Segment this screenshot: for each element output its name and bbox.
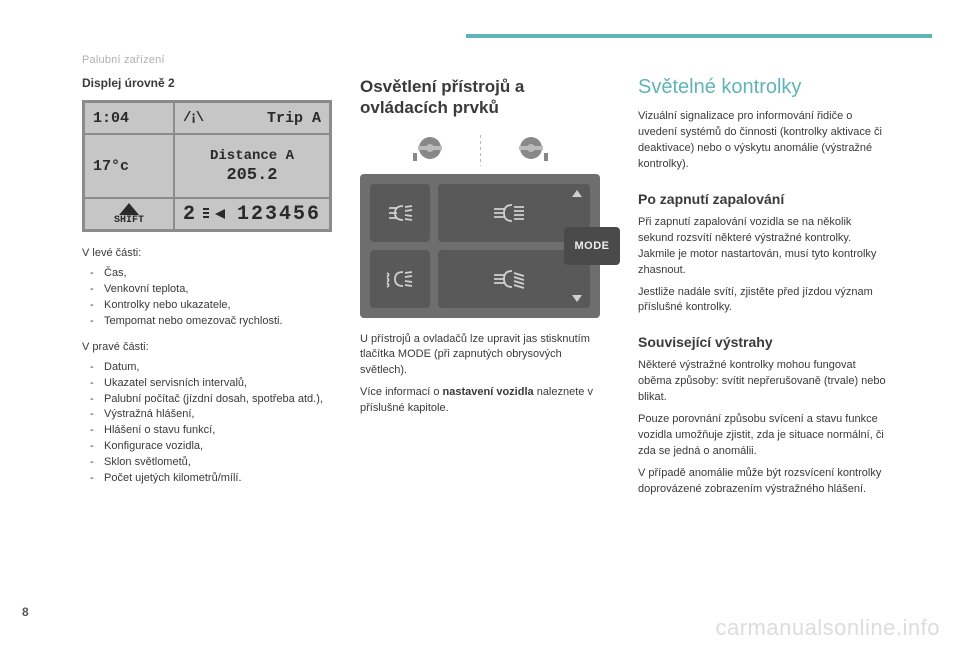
list-item: Kontrolky nebo ukazatele, xyxy=(82,298,332,314)
mid-p1: U přístrojů a ovladačů lze upravit jas s… xyxy=(360,332,610,380)
right-heading: Světelné kontrolky xyxy=(638,76,888,99)
right-part-list: Datum, Ukazatel servisních intervalů, Pa… xyxy=(82,360,332,488)
list-item: Počet ujetých kilometrů/mílí. xyxy=(82,471,332,487)
left-heading: Displej úrovně 2 xyxy=(82,76,332,90)
list-item: Výstražná hlášení, xyxy=(82,407,332,423)
lane-icon: /¡\ xyxy=(183,110,202,126)
sec1-p2: Jestliže nadále svítí, zjistěte před jíz… xyxy=(638,285,888,317)
header-accent-bar xyxy=(466,34,932,38)
display-temp: 17°c xyxy=(84,134,174,198)
sec1-p1: Při zapnutí zapalování vozidla se na něk… xyxy=(638,215,888,279)
left-part-list: Čas, Venkovní teplota, Kontrolky nebo uk… xyxy=(82,266,332,330)
display-shift: SHIFT xyxy=(84,198,174,230)
breadcrumb: Palubní zařízení xyxy=(82,54,332,66)
column-right: Světelné kontrolky Vizuální signalizace … xyxy=(638,54,888,504)
display-level2-figure: 1:04 /¡\ Trip A 17°c Distance A 205.2 SH… xyxy=(82,100,332,232)
list-item: Hlášení o stavu funkcí, xyxy=(82,423,332,439)
display-odo: 123456 xyxy=(237,203,321,226)
list-item: Venkovní teplota, xyxy=(82,282,332,298)
down-triangle-icon xyxy=(572,295,582,302)
steering-wheel-right-icon xyxy=(511,135,551,166)
gear-number: 2 xyxy=(183,203,197,226)
left-part-lead: V levé části: xyxy=(82,246,332,262)
column-left: Palubní zařízení Displej úrovně 2 1:04 /… xyxy=(82,54,332,504)
display-distance: Distance A 205.2 xyxy=(174,134,330,198)
sec2-p1: Některé výstražné kontrolky mohou fungov… xyxy=(638,358,888,406)
page-content: Palubní zařízení Displej úrovně 2 1:04 /… xyxy=(0,0,960,504)
display-trip: Trip A xyxy=(267,110,321,127)
up-triangle-icon xyxy=(572,190,582,197)
list-item: Palubní počítač (jízdní dosah, spotřeba … xyxy=(82,392,332,408)
list-item: Čas, xyxy=(82,266,332,282)
shift-arrow-icon xyxy=(119,203,139,215)
list-item: Konfigurace vozidla, xyxy=(82,439,332,455)
rear-fog-button[interactable] xyxy=(370,250,430,308)
watermark: carmanualsonline.info xyxy=(715,615,940,641)
mid-heading: Osvětlení přístrojů a ovládacích prvků xyxy=(360,76,610,119)
right-part-lead: V pravé části: xyxy=(82,340,332,356)
right-intro: Vizuální signalizace pro informování řid… xyxy=(638,109,888,173)
display-trip-row: /¡\ Trip A xyxy=(174,102,330,134)
sec2-p3: V případě anomálie může být rozsvícení k… xyxy=(638,466,888,498)
separator xyxy=(480,135,481,166)
sec1-heading: Po zapnutí zapalování xyxy=(638,191,888,207)
list-item: Ukazatel servisních intervalů, xyxy=(82,376,332,392)
mid-p2-bold: nastavení vozidla xyxy=(443,386,534,398)
lighting-panel: MODE xyxy=(360,174,600,318)
list-item: Sklon světlometů, xyxy=(82,455,332,471)
sec2-p2: Pouze porovnání způsobu svícení a stavu … xyxy=(638,412,888,460)
display-gear: 2 xyxy=(183,203,225,226)
mode-button-label: MODE xyxy=(575,240,610,252)
display-distance-value: 205.2 xyxy=(226,166,277,185)
beam-icon xyxy=(215,209,225,219)
beam-rays-icon xyxy=(203,208,209,220)
steering-wheel-row xyxy=(360,131,600,174)
mid-p2-pre: Více informací o xyxy=(360,386,443,398)
mode-button[interactable]: MODE xyxy=(564,227,620,265)
steering-wheel-left-icon xyxy=(410,135,450,166)
front-fog-button[interactable] xyxy=(370,184,430,242)
sec2-heading: Související výstrahy xyxy=(638,334,888,350)
display-shift-label: SHIFT xyxy=(114,216,144,226)
display-time: 1:04 xyxy=(84,102,174,134)
list-item: Datum, xyxy=(82,360,332,376)
display-distance-label: Distance A xyxy=(210,148,294,164)
page-number: 8 xyxy=(22,605,29,619)
list-item: Tempomat nebo omezovač rychlosti. xyxy=(82,314,332,330)
column-middle: Osvětlení přístrojů a ovládacích prvků xyxy=(360,54,610,504)
lighting-panel-figure: MODE xyxy=(360,131,600,318)
mid-p2: Více informací o nastavení vozidla nalez… xyxy=(360,385,610,417)
display-odo-row: 2 123456 xyxy=(174,198,330,230)
